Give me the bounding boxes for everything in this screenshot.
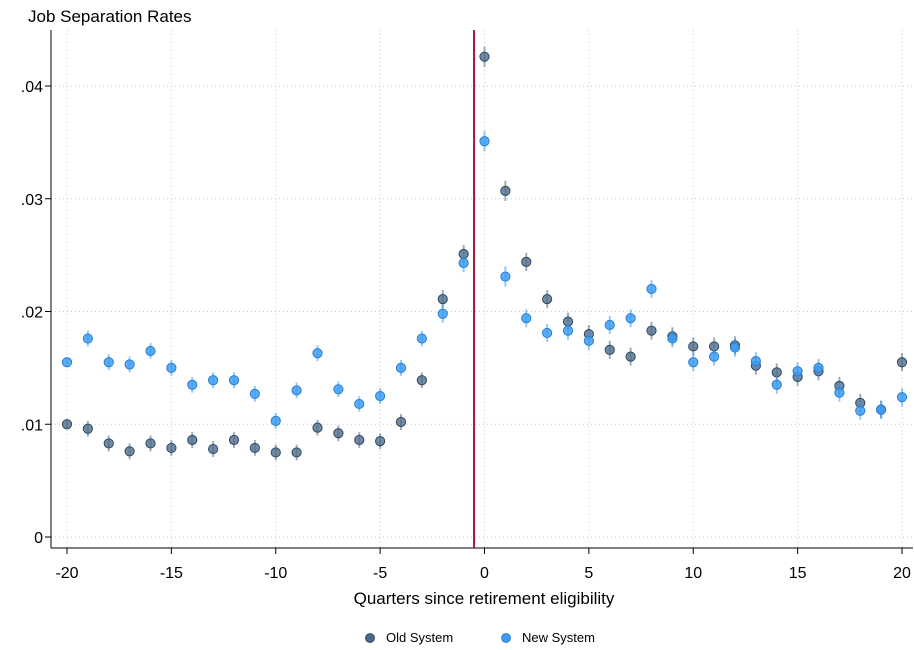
data-point [709, 351, 720, 362]
data-point [896, 392, 908, 403]
data-point [500, 271, 511, 282]
data-point [792, 366, 803, 377]
data-point [896, 357, 908, 368]
x-tick-label: -20 [55, 565, 78, 582]
data-point [604, 319, 615, 331]
data-point [145, 438, 156, 449]
gridlines [51, 30, 913, 548]
data-point [458, 257, 469, 269]
data-point [416, 333, 427, 344]
data-point [583, 335, 594, 346]
series-group [61, 46, 908, 461]
x-tick-label: -15 [160, 565, 183, 582]
data-point [625, 351, 636, 362]
data-point [333, 384, 344, 395]
data-point [312, 422, 323, 433]
data-point [270, 447, 281, 458]
data-point [437, 308, 448, 319]
data-point [500, 185, 511, 196]
x-tick-label: 20 [893, 565, 911, 582]
data-point [208, 375, 219, 386]
legend: Old System New System [365, 630, 595, 645]
data-point [124, 446, 135, 457]
data-point [771, 379, 782, 390]
data-point [729, 342, 741, 353]
data-point [354, 434, 365, 446]
data-point [61, 357, 73, 368]
data-point [562, 325, 574, 336]
data-point [82, 333, 93, 344]
data-point [208, 443, 219, 455]
data-point [688, 341, 699, 352]
data-point [876, 404, 887, 415]
y-tick-label: .02 [21, 305, 43, 322]
data-point [103, 357, 114, 368]
y-tick-label: .01 [21, 417, 43, 434]
data-point [187, 434, 198, 446]
axes: 0 .01 .02 .03 .04 -20 -15 -10 -5 0 5 10 15 20 [21, 30, 913, 582]
data-point [166, 362, 177, 373]
data-point [228, 375, 240, 386]
x-tick-label: 15 [789, 565, 807, 582]
legend-marker [501, 633, 511, 643]
data-point [312, 348, 323, 359]
data-point [249, 442, 260, 454]
series-new-system [61, 131, 908, 429]
data-point [249, 388, 260, 399]
data-point [646, 283, 657, 295]
data-point [688, 357, 699, 368]
data-point [145, 345, 156, 357]
data-point [354, 398, 365, 410]
data-point [521, 313, 532, 324]
data-point [291, 385, 302, 396]
data-point [82, 423, 93, 434]
data-point [625, 313, 636, 324]
data-point [375, 390, 386, 402]
x-tick-label: -10 [264, 565, 287, 582]
data-point [187, 379, 198, 390]
data-point [750, 356, 761, 367]
data-point [124, 359, 135, 370]
data-point [542, 327, 553, 339]
data-point [604, 344, 615, 355]
data-point [416, 375, 427, 386]
data-point [855, 405, 866, 416]
data-point [228, 434, 240, 446]
data-point [270, 415, 281, 426]
data-point [437, 293, 448, 305]
data-point [395, 362, 407, 373]
data-point [103, 438, 114, 449]
data-point [395, 416, 407, 428]
data-point [61, 419, 73, 430]
data-point [375, 436, 386, 447]
y-tick-label: 0 [34, 530, 43, 547]
data-point [479, 51, 490, 62]
data-point [521, 256, 532, 267]
data-point [667, 333, 678, 344]
data-point [542, 293, 553, 305]
x-tick-label: 0 [480, 565, 489, 582]
legend-label: Old System [386, 630, 453, 645]
data-point [834, 387, 845, 398]
x-tick-label: 5 [584, 565, 593, 582]
y-tick-label: .03 [21, 192, 43, 209]
legend-label: New System [522, 630, 595, 645]
y-tick-label: .04 [21, 79, 43, 96]
chart-title: Job Separation Rates [28, 7, 192, 26]
data-point [291, 447, 302, 458]
data-point [646, 325, 657, 336]
data-point [813, 362, 824, 373]
x-axis-title: Quarters since retirement eligibility [354, 589, 615, 608]
x-tick-label: -5 [373, 565, 387, 582]
data-point [479, 136, 490, 147]
x-tick-label: 10 [684, 565, 702, 582]
data-point [333, 428, 344, 439]
data-point [166, 442, 177, 454]
data-point [771, 367, 782, 378]
legend-marker [365, 633, 375, 643]
